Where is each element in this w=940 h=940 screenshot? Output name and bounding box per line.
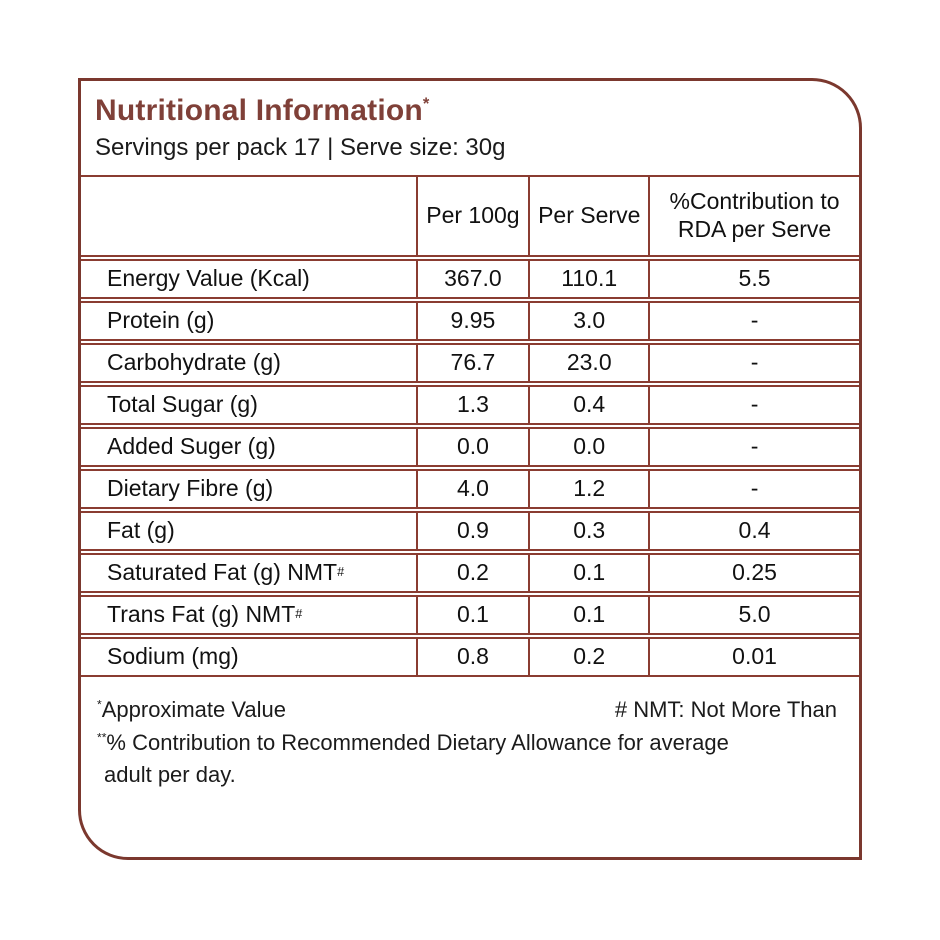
value-per-serve: 3.0 (528, 303, 648, 339)
value-per-100g: 0.1 (415, 597, 529, 633)
value-per-100g: 367.0 (415, 261, 529, 297)
panel-title-text: Nutritional Information (95, 94, 423, 127)
approx-text: Approximate Value (101, 697, 286, 722)
panel-title: Nutritional Information* (95, 94, 843, 127)
value-per-100g: 0.2 (415, 555, 529, 591)
header-per-100g: Per 100g (415, 177, 529, 255)
table-row: Trans Fat (g) NMT #0.1 0.1 5.0 (81, 595, 859, 635)
value-rda-contribution: 0.25 (648, 555, 859, 591)
nutrient-name: Dietary Fibre (g) (107, 475, 274, 502)
value-per-serve: 0.1 (528, 555, 648, 591)
header-nutrient-column (81, 177, 416, 255)
footnote-approximate: *Approximate Value (97, 697, 286, 723)
servings-info: Servings per pack 17 | Serve size: 30g (95, 134, 506, 161)
value-per-100g: 76.7 (415, 345, 529, 381)
footnote-rda-line2: adult per day. (104, 762, 236, 787)
table-row: Energy Value (Kcal) 367.0 110.1 5.5 (81, 259, 859, 299)
table-row: Added Suger (g) 0.0 0.0- (81, 427, 859, 467)
value-rda-contribution: - (648, 429, 859, 465)
table-body: Energy Value (Kcal) 367.0 110.1 5.5 Protein … (81, 259, 859, 677)
footnote-rda-line1: **% Contribution to Recommended Dietary … (97, 730, 837, 756)
value-per-serve: 1.2 (528, 471, 648, 507)
value-per-serve: 0.0 (528, 429, 648, 465)
nmt-hash-mark: # (337, 565, 345, 580)
value-rda-contribution: - (648, 471, 859, 507)
header-per-serve: Per Serve (528, 177, 648, 255)
value-per-serve: 0.4 (528, 387, 648, 423)
value-per-100g: 0.0 (415, 429, 529, 465)
table-row: Saturated Fat (g) NMT # 0.2 0.1 0.25 (81, 553, 859, 593)
value-rda-contribution: - (648, 345, 859, 381)
table-row: Fat (g) 0.9 0.3 0.4 (81, 511, 859, 551)
header-rda-contribution: %Contribution to RDA per Serve (648, 177, 859, 255)
table-row: Dietary Fibre (g) 4.0 1.2- (81, 469, 859, 509)
table-row: Total Sugar (g) 1.3 0.4- (81, 385, 859, 425)
nutrient-name: Saturated Fat (g) NMT # (107, 559, 345, 586)
nutrient-name: Fat (g) (107, 517, 175, 544)
value-rda-contribution: 5.5 (648, 261, 859, 297)
table-row: Protein (g) 9.95 3.0- (81, 301, 859, 341)
nmt-hash-mark: # (295, 607, 303, 622)
table-row: Carbohydrate (g) 76.7 23.0- (81, 343, 859, 383)
nutrition-table: Per 100g Per Serve %Contribution to RDA … (81, 177, 859, 677)
value-rda-contribution: 0.4 (648, 513, 859, 549)
value-rda-contribution: - (648, 387, 859, 423)
nutrient-name: Protein (g) (107, 307, 215, 334)
nutrition-label-panel: Nutritional Information* Servings per pa… (78, 78, 862, 860)
footnote-nmt: # NMT: Not More Than (614, 697, 837, 722)
footnote-row-1: *Approximate Value # NMT: Not More Than (97, 697, 837, 723)
value-per-100g: 1.3 (415, 387, 529, 423)
value-per-serve: 110.1 (528, 261, 648, 297)
nutrient-name: Energy Value (Kcal) (107, 265, 310, 292)
nutrient-name: Total Sugar (g) (107, 391, 258, 418)
nutrient-name: Sodium (mg) (107, 643, 239, 670)
value-per-100g: 0.9 (415, 513, 529, 549)
value-per-serve: 0.3 (528, 513, 648, 549)
value-per-100g: 9.95 (415, 303, 529, 339)
value-per-serve: 0.1 (528, 597, 648, 633)
approx-asterisk: * (97, 697, 102, 712)
nutrient-name: Added Suger (g) (107, 433, 276, 460)
rda-text: % Contribution to Recommended Dietary Al… (106, 730, 729, 755)
value-per-100g: 0.8 (415, 639, 529, 675)
value-rda-contribution: 0.01 (648, 639, 859, 675)
value-rda-contribution: - (648, 303, 859, 339)
table-row: Sodium (mg) 0.8 0.2 0.01 (81, 637, 859, 677)
footnotes: *Approximate Value # NMT: Not More Than … (81, 677, 859, 788)
value-per-100g: 4.0 (415, 471, 529, 507)
value-per-serve: 0.2 (528, 639, 648, 675)
table-header-row: Per 100g Per Serve %Contribution to RDA … (81, 177, 859, 257)
nutrient-name: Carbohydrate (g) (107, 349, 281, 376)
title-block: Nutritional Information* Servings per pa… (81, 81, 859, 177)
nutrient-name: Trans Fat (g) NMT # (107, 601, 303, 628)
title-asterisk: * (422, 95, 430, 113)
value-rda-contribution: 5.0 (648, 597, 859, 633)
value-per-serve: 23.0 (528, 345, 648, 381)
rda-asterisks: ** (97, 730, 107, 745)
